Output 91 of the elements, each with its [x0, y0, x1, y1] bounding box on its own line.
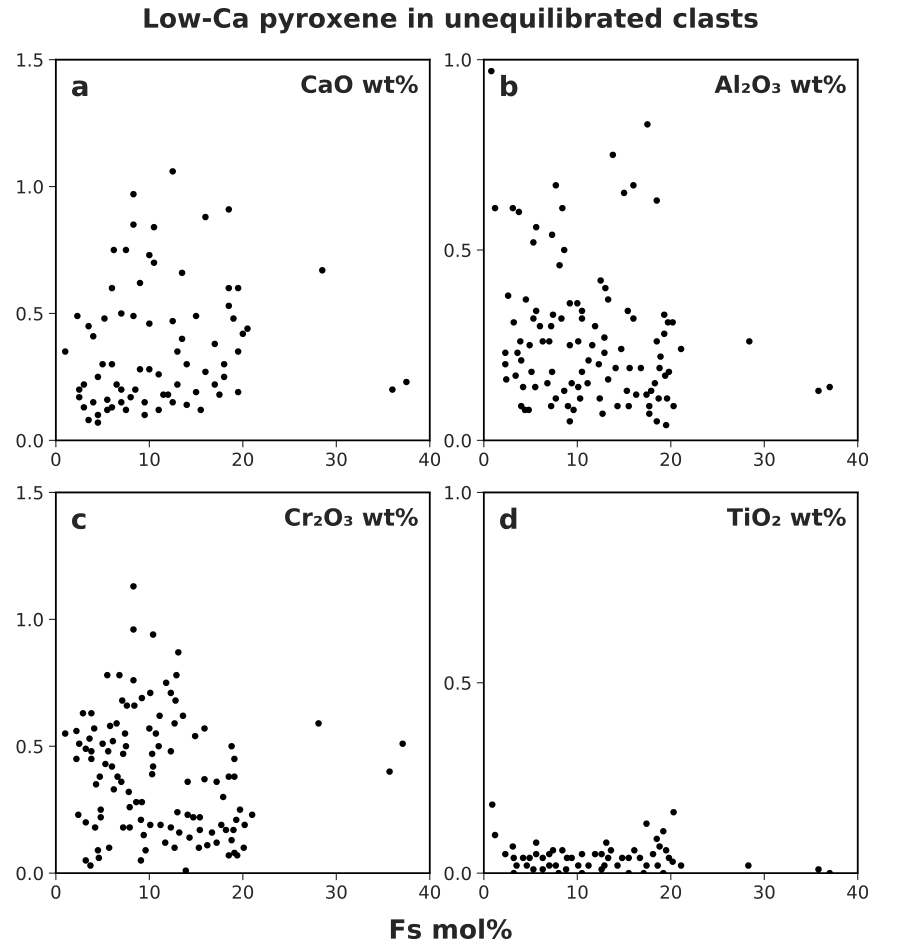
point	[669, 858, 676, 865]
point	[650, 850, 656, 858]
point	[524, 862, 530, 869]
point	[532, 839, 540, 846]
x-tick-label: 40	[847, 452, 868, 466]
point	[598, 866, 605, 873]
x-tick-label: 40	[419, 885, 440, 899]
point	[656, 843, 663, 850]
y-tick-label: 0.5	[444, 243, 470, 258]
annotation: Cr₂O₃ wt%	[285, 508, 418, 526]
chart-title: Low-Ca pyroxene in unequilibrated clasts	[144, 8, 758, 34]
point	[618, 854, 626, 862]
x-tick-label: 0	[479, 452, 488, 466]
x-tick-label: 10	[140, 885, 160, 899]
point	[608, 847, 614, 854]
point	[636, 854, 644, 862]
point	[614, 862, 621, 869]
point	[539, 854, 546, 862]
y-tick-label: 0.0	[16, 434, 43, 448]
annotation: TiO₂ wt%	[727, 508, 846, 526]
x-tick-label: 0	[51, 452, 60, 466]
x-tick-label: 0	[51, 885, 60, 899]
annotation: a	[72, 80, 88, 96]
point	[546, 862, 553, 869]
x-tick-label: 10	[568, 885, 588, 899]
y-tick-label: 0.5	[444, 676, 470, 690]
point	[564, 854, 570, 862]
point	[488, 801, 496, 808]
x-tick-label: 30	[754, 885, 775, 899]
annotation: Al₂O₃ wt%	[714, 74, 846, 94]
point	[526, 854, 533, 862]
point	[592, 850, 598, 858]
point	[631, 847, 638, 854]
point	[559, 847, 566, 854]
point	[492, 832, 498, 838]
x-tick-label: 30	[754, 452, 775, 466]
point	[502, 850, 509, 858]
point	[562, 866, 570, 873]
y-tick-label: 1.0	[17, 180, 43, 194]
x-tick-label: 10	[568, 452, 588, 466]
x-tick-label: 30	[326, 885, 347, 899]
point	[513, 862, 520, 869]
point	[510, 854, 518, 862]
point	[539, 866, 546, 873]
point	[678, 862, 684, 869]
y-tick-label: 0.5	[16, 306, 42, 321]
point	[578, 850, 586, 858]
y-tick-label: 1.0	[445, 486, 471, 500]
y-tick-label: 1.0	[445, 53, 471, 67]
point	[532, 850, 540, 858]
point	[552, 862, 560, 869]
x-tick-label: 20	[660, 452, 682, 466]
point	[654, 836, 660, 842]
y-tick-label: 1.5	[17, 53, 42, 67]
point	[574, 862, 582, 869]
x-axis-title: Fs mol%	[390, 918, 512, 940]
point	[520, 854, 526, 862]
x-tick-label: 20	[232, 885, 254, 899]
x-tick-label: 20	[232, 452, 254, 466]
point	[670, 808, 677, 816]
annotation: c	[72, 513, 86, 530]
annotation: b	[501, 74, 518, 96]
annotation: d	[500, 508, 516, 530]
y-tick-label: 1.0	[17, 612, 43, 626]
point	[662, 847, 670, 854]
point	[530, 866, 537, 873]
x-tick-label: 10	[140, 452, 160, 466]
point	[510, 843, 516, 850]
x-tick-label: 40	[419, 452, 440, 466]
point	[604, 854, 612, 862]
point	[550, 847, 556, 854]
point	[643, 862, 650, 869]
point	[603, 839, 610, 846]
point	[625, 854, 632, 862]
annotation: CaO wt%	[301, 75, 418, 94]
x-tick-label: 20	[660, 885, 682, 899]
point	[745, 862, 752, 869]
y-tick-label: 0.5	[16, 740, 42, 754]
x-tick-label: 0	[479, 885, 488, 899]
y-tick-label: 1.5	[17, 486, 42, 500]
y-tick-label: 0.0	[16, 866, 43, 880]
point	[585, 862, 592, 869]
y-tick-label: 0.0	[444, 866, 471, 880]
point	[654, 862, 661, 869]
x-tick-label: 40	[847, 885, 868, 899]
point	[660, 828, 667, 835]
point	[598, 850, 605, 858]
point	[815, 866, 822, 873]
x-tick-label: 30	[326, 452, 347, 466]
point	[643, 820, 650, 827]
y-tick-label: 0.0	[444, 434, 471, 448]
